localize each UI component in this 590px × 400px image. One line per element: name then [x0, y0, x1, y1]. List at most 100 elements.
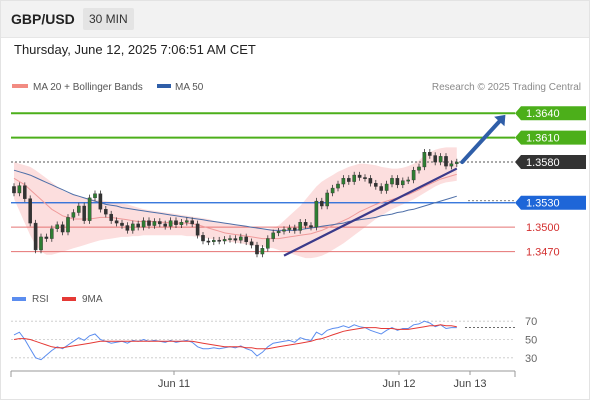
bollinger-band: [14, 147, 457, 259]
candle-body: [249, 241, 254, 246]
candle-body: [276, 231, 281, 234]
candle-body: [55, 224, 59, 229]
candle-body: [184, 220, 189, 223]
candle-body: [411, 169, 416, 181]
candle-body: [384, 183, 389, 191]
target-arrow-head: [494, 114, 506, 127]
candle-body: [222, 239, 227, 242]
candle-body: [28, 198, 33, 224]
candle-body: [136, 223, 141, 228]
candle-body: [152, 221, 157, 226]
candle-body: [66, 217, 70, 233]
candle-body: [60, 224, 65, 233]
candle-body: [320, 200, 324, 207]
level-tag-1.3610: [515, 130, 586, 145]
candle-body: [179, 222, 184, 225]
candle-body: [352, 174, 357, 182]
candle-body: [244, 236, 249, 243]
candle-body: [357, 174, 362, 178]
candle-body: [168, 220, 173, 227]
candle-body: [163, 223, 168, 227]
level-tag-text-1.3640: 1.3640: [526, 108, 560, 120]
candle-body: [103, 209, 108, 215]
candle-body: [228, 238, 232, 240]
candle-body: [341, 178, 346, 185]
candle-body: [303, 222, 308, 226]
candle-body: [147, 220, 151, 226]
overlays: [283, 114, 506, 257]
candle-body: [336, 183, 340, 189]
candle-body: [363, 177, 367, 179]
candle-body: [141, 220, 146, 228]
candle-body: [238, 236, 243, 241]
candle-body: [406, 179, 411, 182]
candle-body: [260, 248, 265, 255]
rsi-legend-label: RSI: [32, 294, 49, 305]
timeframe-badge[interactable]: 30 MIN: [83, 8, 134, 30]
candle-body: [157, 221, 162, 225]
candle-body: [93, 193, 97, 199]
level-tag-text-1.3530: 1.3530: [526, 198, 560, 210]
candle-body: [282, 229, 286, 232]
candle-body: [401, 180, 405, 186]
rsi-ma-line: [13, 324, 457, 350]
candle-body: [130, 223, 135, 231]
date-label-0: Jun 11: [158, 378, 190, 390]
ma50-legend-swatch: [157, 84, 171, 88]
date-labels: Jun 11 Jun 12 Jun 13: [158, 371, 487, 390]
candle-body: [50, 228, 54, 239]
bollinger-band-area: [14, 147, 457, 259]
candle-body: [293, 227, 297, 231]
candle-body: [17, 185, 22, 194]
rsi-panel: 70 50 30: [11, 316, 537, 365]
price-levels: [11, 112, 515, 253]
datetime-label: Thursday, June 12, 2025 7:06:51 AM CET: [14, 42, 256, 57]
candle-body: [433, 155, 438, 163]
ma50-line: [13, 169, 457, 231]
symbol-label: GBP/USD: [11, 11, 75, 27]
candle-body: [325, 192, 330, 207]
rsi-tick-50: 50: [525, 335, 537, 347]
candle-body: [444, 156, 448, 167]
candle-body: [76, 205, 81, 213]
candle-body: [374, 183, 378, 187]
candle-body: [455, 161, 459, 164]
candle-body: [82, 205, 86, 221]
bands-legend-label: MA 20 + Bollinger Bands: [33, 82, 143, 93]
candle-body: [298, 222, 303, 231]
date-label-2: Jun 13: [453, 378, 486, 390]
candle-body: [98, 193, 103, 210]
candle-body: [255, 244, 259, 255]
date-label-1: Jun 12: [382, 378, 415, 390]
candle-body: [449, 163, 454, 167]
target-arrow-shaft: [460, 119, 502, 165]
candle-body: [201, 235, 205, 242]
candle-body: [87, 197, 92, 221]
candle-body: [44, 236, 49, 239]
moving-averages: [13, 169, 457, 240]
rsi-legend-swatch: [12, 297, 26, 301]
candle-body: [266, 238, 270, 249]
candle-body: [417, 166, 421, 171]
candle-body: [109, 213, 113, 221]
candle-body: [206, 240, 211, 243]
level-label-1.3500: 1.3500: [526, 222, 560, 234]
candle-body: [233, 238, 238, 241]
rsi-line: [13, 320, 457, 361]
candle-body: [71, 212, 76, 218]
candle-body: [174, 220, 178, 225]
candle-body: [347, 178, 351, 182]
candle-body: [120, 222, 124, 226]
candle-body: [287, 227, 292, 230]
level-tag-text-1.3580: 1.3580: [526, 157, 560, 169]
level-tag-1.3530: [515, 195, 586, 210]
candle-body: [395, 178, 400, 186]
level-tags: 1.3640 1.3610 1.3580 1.3530 1.3500 1.3470: [515, 106, 586, 259]
ma50-legend-label: MA 50: [175, 82, 204, 93]
candle-body: [368, 178, 373, 184]
candle-body: [438, 156, 443, 163]
candle-body: [390, 178, 394, 185]
candles: [12, 149, 459, 258]
candle-body: [125, 225, 130, 231]
